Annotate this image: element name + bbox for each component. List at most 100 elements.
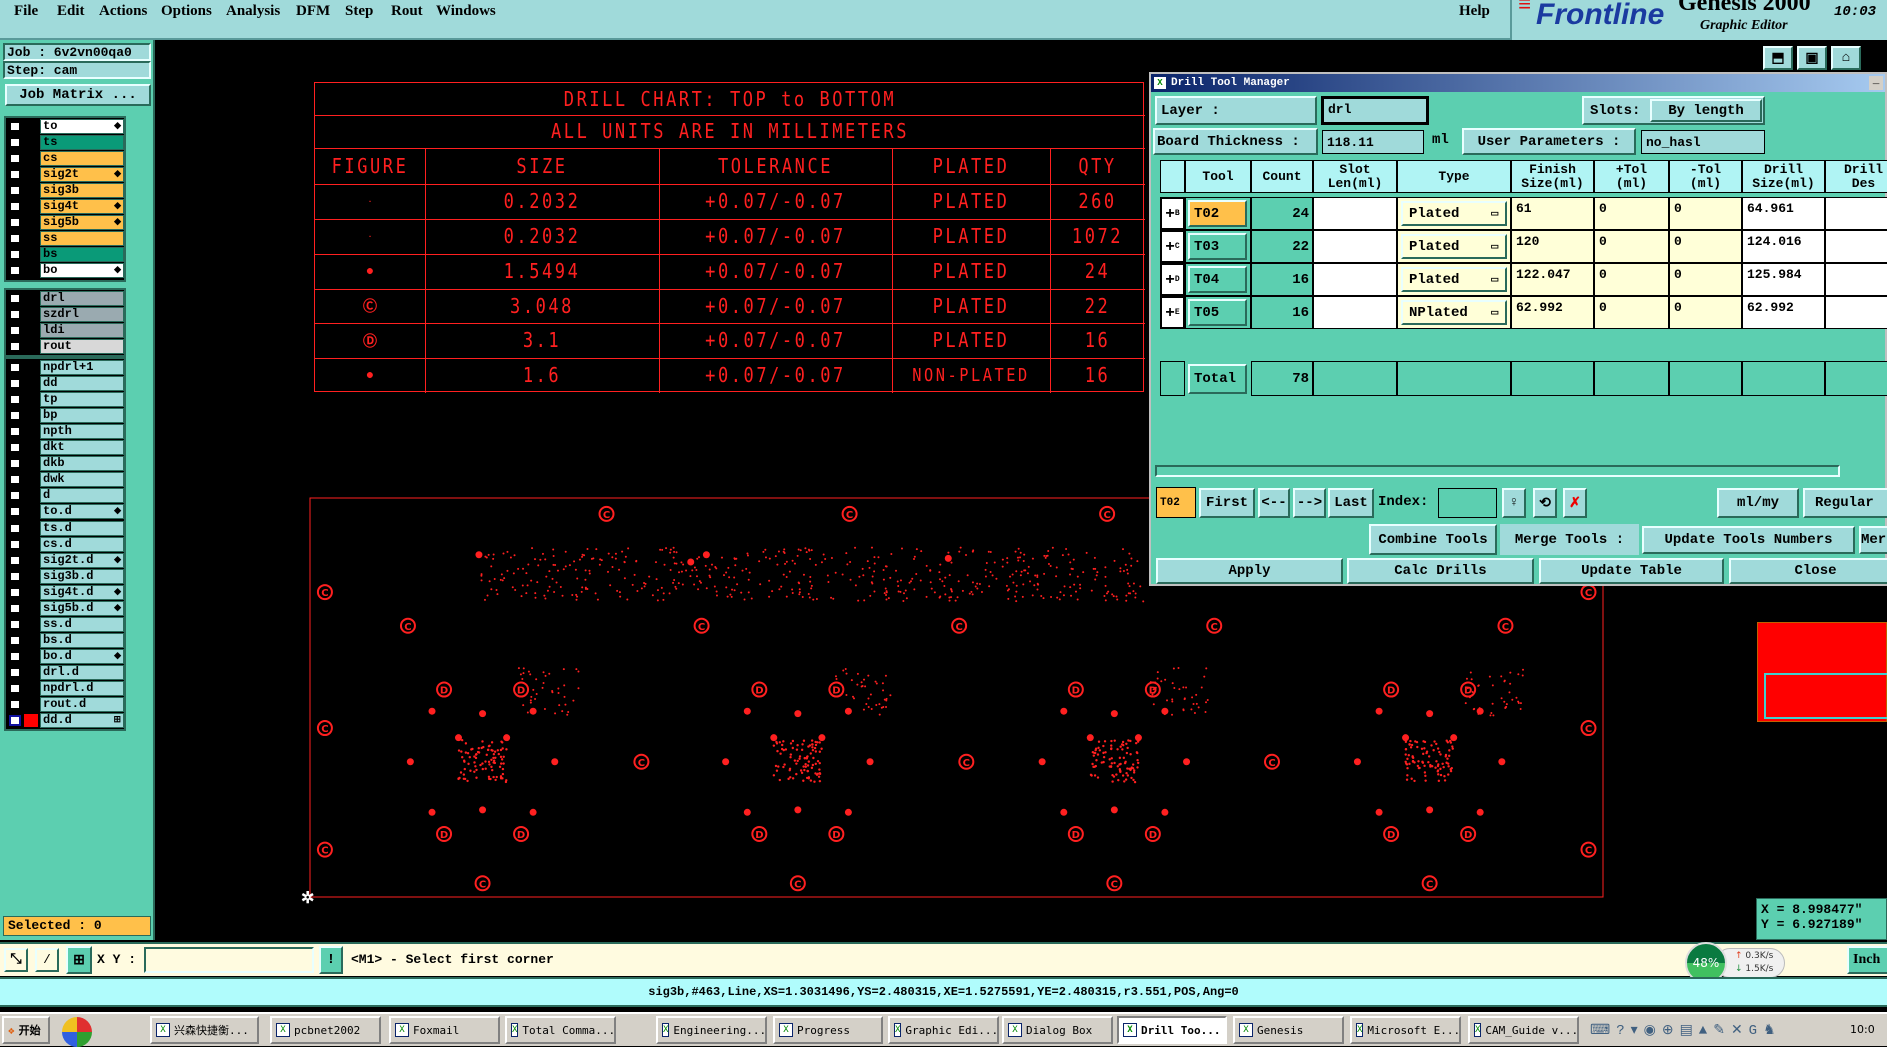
layer-name[interactable]: bo.d ◆: [40, 648, 124, 664]
layer-name[interactable]: bs.d: [40, 632, 124, 648]
menu-file[interactable]: File: [14, 3, 39, 19]
layer-name[interactable]: sig2t ◆: [40, 167, 124, 183]
close-button[interactable]: Close: [1729, 558, 1887, 584]
taskbar-item[interactable]: X Microsoft E...: [1350, 1016, 1461, 1044]
tool-button-T03[interactable]: T03: [1188, 233, 1247, 260]
layer-row-rout[interactable]: rout: [6, 339, 124, 355]
layer-checkbox[interactable]: [9, 538, 21, 550]
menu-windows[interactable]: Windows: [436, 3, 496, 19]
expand-icon[interactable]: + E: [1160, 296, 1185, 329]
layer-checkbox[interactable]: [9, 265, 21, 277]
open-icon[interactable]: ⬒: [1763, 46, 1793, 70]
plus-tol-input[interactable]: 0: [1594, 263, 1669, 296]
taskbar-item[interactable]: X 兴森快捷衡...: [150, 1016, 259, 1044]
merge-button[interactable]: Mer: [1859, 526, 1887, 554]
xy-input[interactable]: [144, 947, 314, 973]
layer-name[interactable]: dkt: [40, 440, 124, 456]
layer-name[interactable]: cs: [40, 151, 124, 167]
layer-checkbox[interactable]: [9, 634, 21, 646]
layer-name[interactable]: sig2t.d ◆: [40, 552, 124, 568]
layer-row-sig2t.d[interactable]: sig2t.d ◆: [6, 552, 124, 568]
units-dropdown[interactable]: ml/my: [1717, 488, 1799, 518]
layer-checkbox[interactable]: [9, 666, 21, 678]
last-button[interactable]: Last: [1328, 488, 1374, 518]
layer-row-sig4t[interactable]: sig4t ◆: [6, 199, 124, 215]
layer-checkbox[interactable]: [9, 121, 21, 132]
refresh-icon[interactable]: ⟲: [1533, 488, 1557, 518]
taskbar-item[interactable]: X Total Comma...: [505, 1016, 616, 1044]
layer-checkbox[interactable]: [9, 201, 21, 213]
layer-checkbox[interactable]: [9, 362, 21, 373]
layer-name[interactable]: ts.d: [40, 520, 124, 536]
layer-checkbox[interactable]: [9, 378, 21, 390]
layer-checkbox[interactable]: [9, 618, 21, 630]
layer-checkbox[interactable]: [9, 394, 21, 406]
layer-name[interactable]: szdrl: [40, 307, 124, 323]
layer-row-rout.d[interactable]: rout.d: [6, 697, 124, 713]
layer-name[interactable]: ss: [40, 231, 124, 247]
horizontal-scrollbar[interactable]: [1155, 465, 1840, 477]
drill-des-input[interactable]: [1825, 263, 1887, 296]
layer-row-sig3b[interactable]: sig3b: [6, 183, 124, 199]
first-button[interactable]: First: [1199, 488, 1255, 518]
layer-row-bo.d[interactable]: bo.d ◆: [6, 648, 124, 664]
layer-name[interactable]: d: [40, 488, 124, 504]
layer-row-npdrl.d[interactable]: npdrl.d: [6, 681, 124, 696]
layer-row-sig2t[interactable]: sig2t ◆: [6, 167, 124, 183]
menu-help[interactable]: Help: [1459, 3, 1490, 19]
layer-name[interactable]: dkb: [40, 456, 124, 472]
slot-length-input[interactable]: [1313, 230, 1397, 263]
layer-name[interactable]: cs.d: [40, 536, 124, 552]
layer-checkbox[interactable]: [9, 426, 21, 438]
layer-row-dwk[interactable]: dwk: [6, 472, 124, 488]
drill-des-input[interactable]: [1825, 230, 1887, 263]
tool-button-T05[interactable]: T05: [1188, 299, 1247, 326]
plus-tol-input[interactable]: 0: [1594, 197, 1669, 230]
drill-size-input[interactable]: 64.961: [1742, 197, 1825, 230]
taskbar-item[interactable]: X Foxmail: [389, 1016, 500, 1044]
layer-row-dkt[interactable]: dkt: [6, 440, 124, 456]
taskbar-item[interactable]: X CAM_Guide v...: [1468, 1016, 1579, 1044]
app-logo-icon[interactable]: [62, 1017, 92, 1047]
apply-button[interactable]: Apply: [1156, 558, 1343, 584]
merge-tools-dropdown[interactable]: Update Tools Numbers: [1642, 526, 1855, 554]
taskbar-item[interactable]: X Engineering...: [656, 1016, 767, 1044]
layer-checkbox[interactable]: [9, 137, 21, 149]
layer-checkbox[interactable]: [9, 554, 21, 566]
minus-tol-input[interactable]: 0: [1669, 296, 1742, 329]
mode-dropdown[interactable]: Regular: [1803, 488, 1887, 518]
taskbar-item[interactable]: X Drill Too...: [1117, 1016, 1227, 1044]
layer-name[interactable]: rout: [40, 339, 124, 355]
layer-row-to[interactable]: to ◆: [6, 119, 124, 134]
layer-checkbox[interactable]: [9, 309, 21, 321]
layer-row-cs.d[interactable]: cs.d: [6, 536, 124, 552]
measure-icon[interactable]: ⁄: [35, 948, 59, 972]
layer-row-tp[interactable]: tp: [6, 392, 124, 408]
layer-name[interactable]: sig5b.d ◆: [40, 600, 124, 616]
layer-name[interactable]: sig3b: [40, 183, 124, 199]
combine-tools-button[interactable]: Combine Tools: [1369, 524, 1497, 555]
menu-step[interactable]: Step: [345, 3, 374, 19]
layer-row-sig3b.d[interactable]: sig3b.d: [6, 568, 124, 584]
layer-name[interactable]: drl.d: [40, 664, 124, 680]
layer-checkbox[interactable]: [9, 217, 21, 229]
type-dropdown[interactable]: Plated ▭: [1401, 201, 1507, 226]
layer-name[interactable]: tp: [40, 392, 124, 408]
layer-name[interactable]: bo ◆: [40, 263, 124, 279]
tool-button-T02[interactable]: T02: [1188, 200, 1247, 227]
graphic-canvas[interactable]: C C C C C C C C C C C C C C C C C C C C C D D D D D D D D D D D D D D D D ✲: [157, 42, 1887, 940]
menu-dfm[interactable]: DFM: [296, 3, 331, 19]
layer-row-dd.d[interactable]: dd.d ⊞: [6, 713, 124, 729]
window-titlebar[interactable]: X Drill Tool Manager _: [1151, 74, 1885, 92]
drill-size-input[interactable]: 62.992: [1742, 296, 1825, 329]
layer-checkbox[interactable]: [9, 650, 21, 662]
slot-length-input[interactable]: [1313, 263, 1397, 296]
layer-checkbox[interactable]: [9, 169, 21, 181]
layer-row-drl[interactable]: drl: [6, 291, 124, 306]
layer-name[interactable]: bp: [40, 408, 124, 424]
layer-row-dd[interactable]: dd: [6, 376, 124, 392]
expand-icon[interactable]: + B: [1160, 197, 1185, 230]
layer-row-ldi[interactable]: ldi: [6, 323, 124, 339]
layer-row-ss.d[interactable]: ss.d: [6, 616, 124, 632]
drill-des-input[interactable]: [1825, 296, 1887, 329]
